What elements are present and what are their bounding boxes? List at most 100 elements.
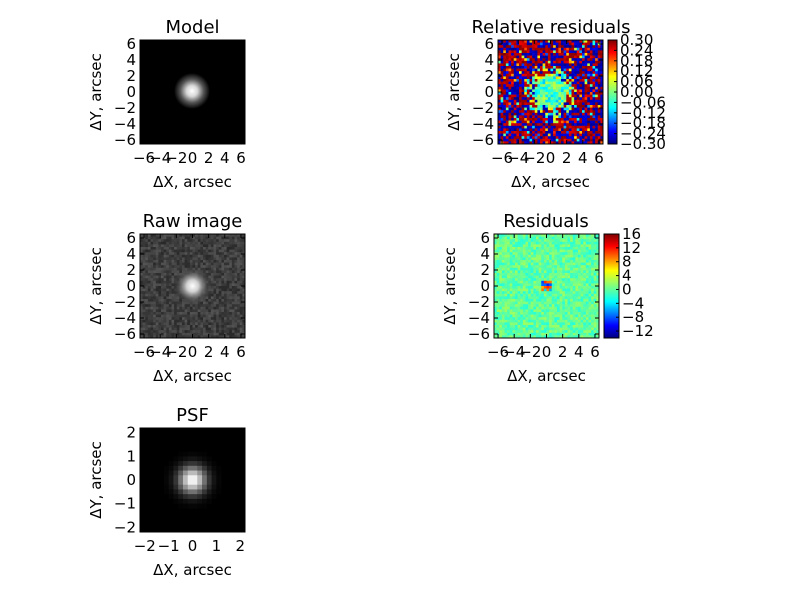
raw-pixel (224, 320, 227, 323)
res-pixel (539, 286, 542, 289)
raw-pixel (145, 250, 148, 253)
raw-pixel (161, 286, 164, 289)
raw-pixel (219, 263, 222, 266)
relres-pixel (569, 74, 572, 77)
raw-pixel (161, 281, 164, 284)
res-pixel (581, 294, 584, 297)
raw-pixel (224, 296, 227, 299)
relres-pixel (585, 126, 588, 129)
res-pixel (499, 296, 502, 299)
raw-xlabel-text: , arcsec (174, 367, 232, 385)
res-pixel (512, 304, 515, 307)
relres-pixel (532, 48, 535, 51)
res-pixel (573, 307, 576, 310)
res-pixel (505, 242, 508, 245)
relres-pixel (509, 126, 512, 129)
raw-pixel (179, 244, 182, 247)
raw-pixel (214, 289, 217, 292)
relres-pixel (551, 121, 554, 124)
relres-pixel (595, 100, 598, 103)
res-pixel (581, 276, 584, 279)
res-pixel (565, 260, 568, 263)
raw-pixel (148, 268, 151, 271)
relres-pixel (585, 58, 588, 61)
res-pixel (520, 281, 523, 284)
raw-pixel (221, 309, 224, 312)
res-pixel (523, 268, 526, 271)
raw-pixel (240, 255, 243, 258)
res-pixel (573, 242, 576, 245)
raw-pixel (156, 289, 159, 292)
raw-pixel (221, 312, 224, 315)
res-pixel (541, 307, 544, 310)
res-pixel (554, 247, 557, 250)
raw-pixel (151, 276, 154, 279)
res-pixel (499, 250, 502, 253)
relres-pixel (569, 58, 572, 61)
relres-pixel (514, 105, 517, 108)
raw-pixel (148, 289, 151, 292)
raw-pixel (187, 250, 190, 253)
res-pixel (541, 255, 544, 258)
raw-pixel (195, 244, 198, 247)
res-pixel (505, 315, 508, 318)
res-pixel (594, 328, 597, 331)
raw-pixel (156, 252, 159, 255)
relres-pixel (572, 102, 575, 105)
raw-pixel (143, 325, 146, 328)
relres-pixel (522, 131, 525, 134)
res-pixel (499, 302, 502, 305)
res-pixel (568, 294, 571, 297)
relres-pixel (582, 74, 585, 77)
res-pixel (565, 328, 568, 331)
relres-pixel (516, 87, 519, 90)
raw-pixel (216, 260, 219, 263)
raw-pixel (148, 242, 151, 245)
relres-pixel (551, 48, 554, 51)
raw-pixel (177, 322, 180, 325)
relres-pixel (598, 105, 601, 108)
relres-pixel (564, 115, 567, 118)
relres-pixel (572, 43, 575, 46)
res-pixel (539, 317, 542, 320)
raw-pixel (211, 312, 214, 315)
raw-pixel (156, 281, 159, 284)
relres-pixel (524, 136, 527, 139)
res-pixel (539, 304, 542, 307)
res-pixel (591, 283, 594, 286)
raw-pixel (224, 250, 227, 253)
raw-pixel (235, 322, 238, 325)
res-pixel (515, 250, 518, 253)
raw-pixel (214, 291, 217, 294)
relres-pixel (585, 76, 588, 79)
raw-pixel (227, 237, 230, 240)
relres-pixel (595, 136, 598, 139)
res-pixel (523, 263, 526, 266)
raw-pixel (185, 255, 188, 258)
relres-pixel (530, 53, 533, 56)
relres-pixel (530, 115, 533, 118)
res-pixel (549, 255, 552, 258)
relres-pixel (511, 110, 514, 113)
relres-pixel (530, 87, 533, 90)
relres-pixel (598, 136, 601, 139)
raw-pixel (148, 302, 151, 305)
res-pixel (568, 320, 571, 323)
raw-pixel (211, 330, 214, 333)
res-pixel (591, 289, 594, 292)
raw-pixel (151, 273, 154, 276)
raw-pixel (227, 247, 230, 250)
res-pixel (557, 286, 560, 289)
res-pixel (533, 242, 536, 245)
relres-pixel (519, 66, 522, 69)
res-pixel (526, 309, 529, 312)
res-pixel (589, 333, 592, 336)
relres-pixel (582, 84, 585, 87)
relres-pixel (540, 61, 543, 64)
raw-pixel (240, 270, 243, 273)
res-pixel (581, 291, 584, 294)
raw-pixel (216, 244, 219, 247)
res-pixel (512, 281, 515, 284)
res-pixel (565, 309, 568, 312)
relres-pixel (535, 95, 538, 98)
